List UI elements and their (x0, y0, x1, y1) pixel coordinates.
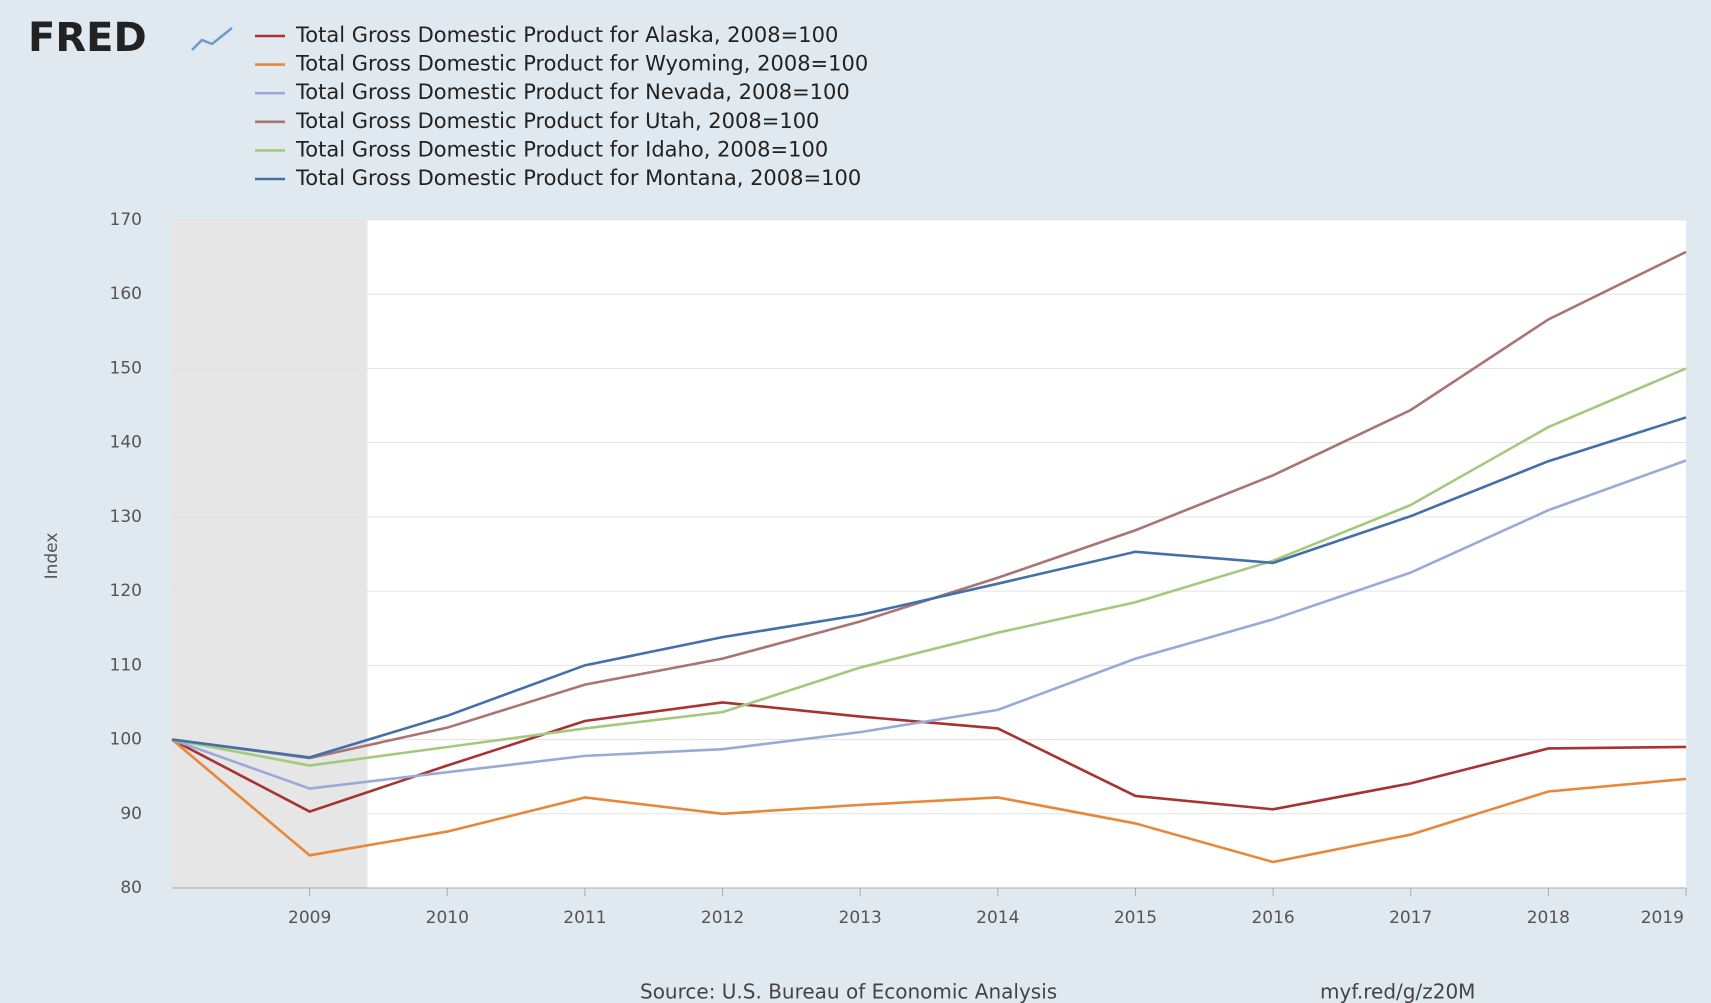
legend-label: Total Gross Domestic Product for Utah, 2… (295, 109, 819, 133)
x-tick-label: 2012 (701, 908, 744, 928)
x-tick-label: 2017 (1389, 908, 1432, 928)
y-tick-label: 110 (110, 655, 142, 675)
url: myf.red/g/z20M (1320, 980, 1475, 1003)
y-tick-label: 90 (120, 804, 142, 824)
legend-label: Total Gross Domestic Product for Montana… (295, 166, 861, 190)
x-tick-label: 2014 (976, 908, 1019, 928)
x-tick-label: 2016 (1251, 908, 1294, 928)
y-tick-label: 170 (110, 210, 142, 230)
x-tick-label: 2009 (288, 908, 331, 928)
x-tick-label: 2015 (1114, 908, 1157, 928)
recession-shade (172, 220, 368, 888)
x-tick-label: 2018 (1527, 908, 1570, 928)
series-line (171, 459, 1687, 790)
series-line (171, 416, 1687, 759)
x-tick-label: 2013 (839, 908, 882, 928)
source: Source: U.S. Bureau of Economic Analysis (640, 980, 1057, 1003)
legend-label: Total Gross Domestic Product for Wyoming… (295, 52, 868, 76)
y-axis-label: Index (42, 533, 62, 580)
legend-label: Total Gross Domestic Product for Nevada,… (295, 80, 850, 104)
series-line (171, 367, 1687, 767)
logo-icon (191, 27, 233, 51)
series-line (171, 701, 1687, 813)
legend-label: Total Gross Domestic Product for Idaho, … (295, 137, 828, 161)
series-line (171, 738, 1687, 864)
y-tick-label: 160 (110, 284, 142, 304)
y-tick-label: 130 (110, 507, 142, 527)
y-tick-label: 150 (110, 358, 142, 378)
x-tick-label: 2010 (426, 908, 469, 928)
y-tick-label: 120 (110, 581, 142, 601)
y-tick-label: 100 (110, 730, 142, 750)
y-tick-label: 80 (120, 878, 142, 898)
plot-area (172, 220, 1686, 888)
x-tick-label: 2019 (1641, 908, 1684, 928)
legend-label: Total Gross Domestic Product for Alaska,… (295, 23, 838, 47)
x-tick-label: 2011 (563, 908, 606, 928)
y-tick-label: 140 (110, 433, 142, 453)
logo: FRED (28, 15, 147, 61)
